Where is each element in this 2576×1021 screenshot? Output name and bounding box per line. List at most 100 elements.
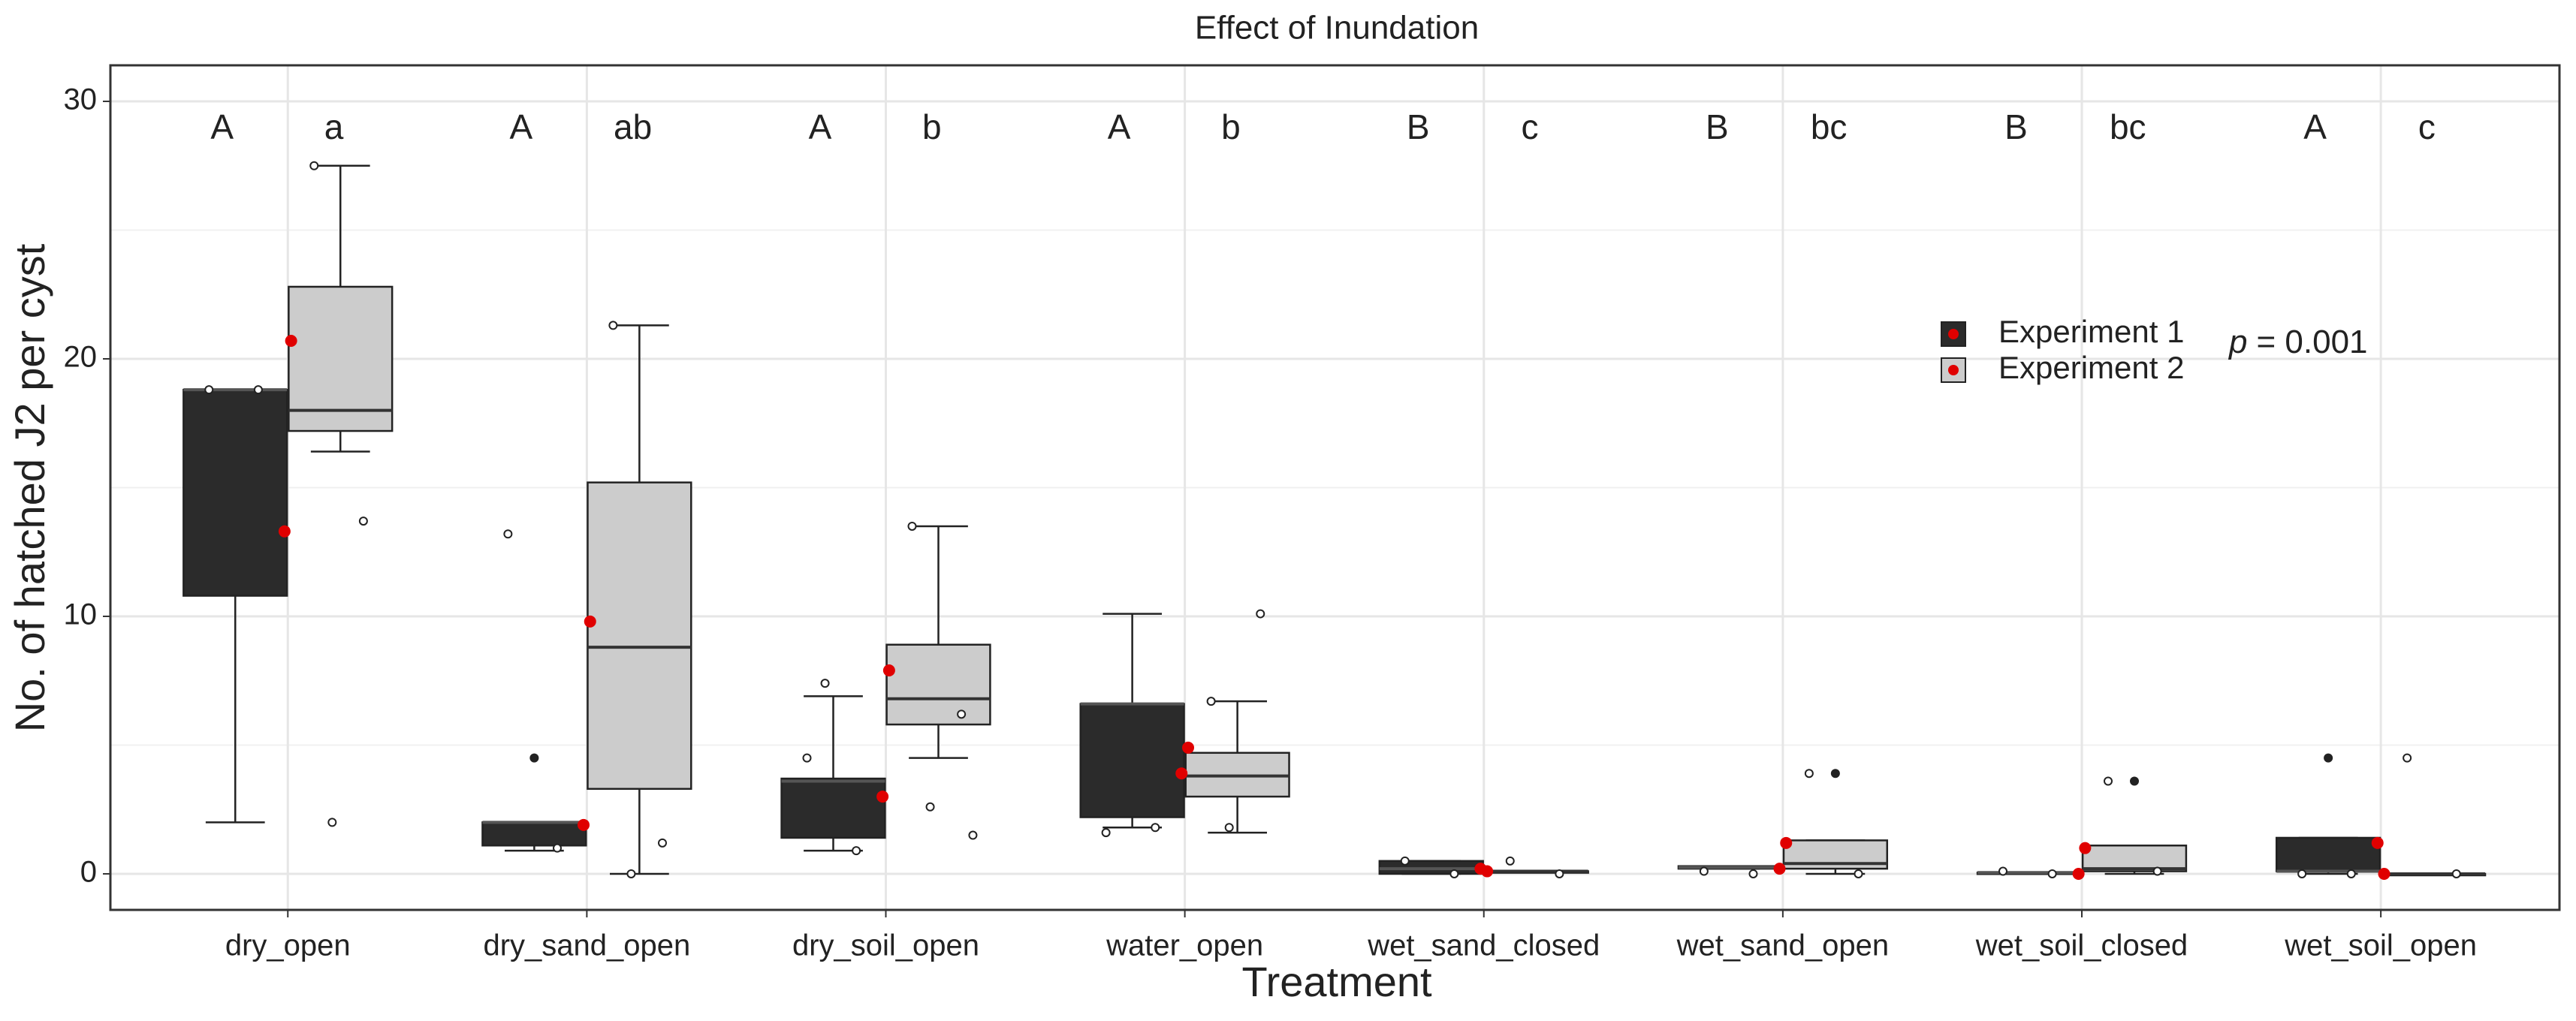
x-tick-label: dry_open [225, 929, 351, 962]
data-point [204, 385, 214, 395]
data-point [2451, 869, 2461, 878]
mean-point [876, 791, 889, 803]
mean-point [2072, 867, 2085, 880]
data-point [309, 161, 319, 170]
box [780, 777, 886, 839]
data-point [2047, 869, 2057, 878]
chart-title: Effect of Inundation [1195, 10, 1479, 47]
y-tick-label: 20 [64, 341, 98, 374]
significance-letter: B [1706, 107, 1729, 146]
data-point [2297, 869, 2307, 878]
box [2081, 845, 2188, 872]
data-point [1206, 697, 1216, 706]
data-point [925, 802, 935, 812]
box [885, 643, 991, 726]
data-point [1449, 869, 1459, 878]
box [481, 821, 587, 847]
data-point [253, 385, 263, 395]
data-point [852, 846, 861, 856]
data-point [2152, 866, 2162, 876]
significance-letter: c [1522, 107, 1539, 146]
x-tick-label: wet_sand_closed [1367, 929, 1600, 962]
mean-point [1481, 865, 1494, 878]
legend-key-dot [1948, 329, 1959, 339]
y-axis-title: No. of hatched J2 per cyst [6, 243, 53, 732]
significance-letter: B [2004, 107, 2028, 146]
mean-point [2378, 867, 2390, 880]
data-point [968, 830, 978, 840]
data-point [1699, 866, 1709, 876]
p-value: = 0.001 [2256, 324, 2367, 360]
significance-letter: A [809, 107, 832, 146]
mean-point [1773, 863, 1786, 875]
y-tick-label: 0 [80, 856, 97, 889]
x-tick-label: water_open [1106, 929, 1263, 962]
data-point [820, 679, 830, 688]
data-point [1256, 609, 1265, 619]
data-point [1224, 823, 1234, 833]
mean-point [882, 664, 895, 677]
significance-letter: ab [614, 107, 652, 146]
significance-letter: b [922, 107, 942, 146]
data-point [503, 529, 513, 539]
x-tick-label: wet_sand_open [1676, 929, 1889, 962]
mean-point [285, 334, 297, 347]
legend-label: Experiment 2 [1998, 350, 2184, 385]
data-point [1748, 869, 1758, 878]
mean-point [278, 525, 291, 538]
box [182, 388, 288, 597]
mean-point [2079, 842, 2092, 854]
data-point [907, 521, 917, 531]
p-value-annotation: p = 0.001 [2228, 324, 2368, 360]
outlier-point [2130, 776, 2139, 786]
mean-point [578, 818, 590, 831]
data-point [1854, 869, 1863, 878]
x-tick-label: dry_sand_open [483, 929, 690, 962]
significance-letter: A [210, 107, 234, 146]
mean-point [584, 615, 596, 628]
significance-letter: bc [1811, 107, 1848, 146]
data-point [1101, 828, 1111, 838]
data-point [2403, 753, 2412, 763]
plot-border [109, 64, 2561, 911]
x-tick-label: dry_soil_open [792, 929, 979, 962]
significance-letter: b [1221, 107, 1241, 146]
box [587, 481, 692, 791]
data-point [608, 321, 618, 330]
significance-letter: bc [2110, 107, 2146, 146]
significance-letter: c [2418, 107, 2436, 146]
box [1079, 703, 1185, 818]
data-point [1804, 769, 1814, 779]
significance-letter: A [2303, 107, 2327, 146]
p-symbol: p [2228, 324, 2247, 360]
outlier-point [529, 753, 539, 763]
legend-label: Experiment 1 [1998, 314, 2184, 349]
data-point [553, 843, 562, 853]
significance-letter: B [1407, 107, 1430, 146]
mean-point [1182, 741, 1194, 754]
data-point [802, 753, 812, 763]
y-tick-label: 10 [64, 598, 98, 631]
outlier-point [1830, 769, 1840, 779]
outlier-point [2324, 753, 2333, 763]
data-point [358, 517, 368, 526]
data-point [2104, 776, 2113, 786]
box [2275, 836, 2381, 872]
mean-point [2371, 836, 2384, 849]
data-point [1998, 866, 2007, 876]
significance-letter: A [1108, 107, 1131, 146]
data-point [1505, 856, 1515, 866]
data-point [658, 838, 667, 848]
data-point [1400, 856, 1410, 866]
data-point [626, 869, 636, 878]
x-tick-label: wet_soil_closed [1975, 929, 2188, 962]
mean-point [1175, 767, 1188, 780]
legend-key-dot [1948, 365, 1959, 375]
data-point [1555, 869, 1564, 878]
x-tick-label: wet_soil_open [2284, 929, 2477, 962]
significance-letter: A [510, 107, 533, 146]
data-point [1151, 823, 1160, 833]
box [288, 285, 394, 432]
mean-point [1780, 836, 1793, 849]
